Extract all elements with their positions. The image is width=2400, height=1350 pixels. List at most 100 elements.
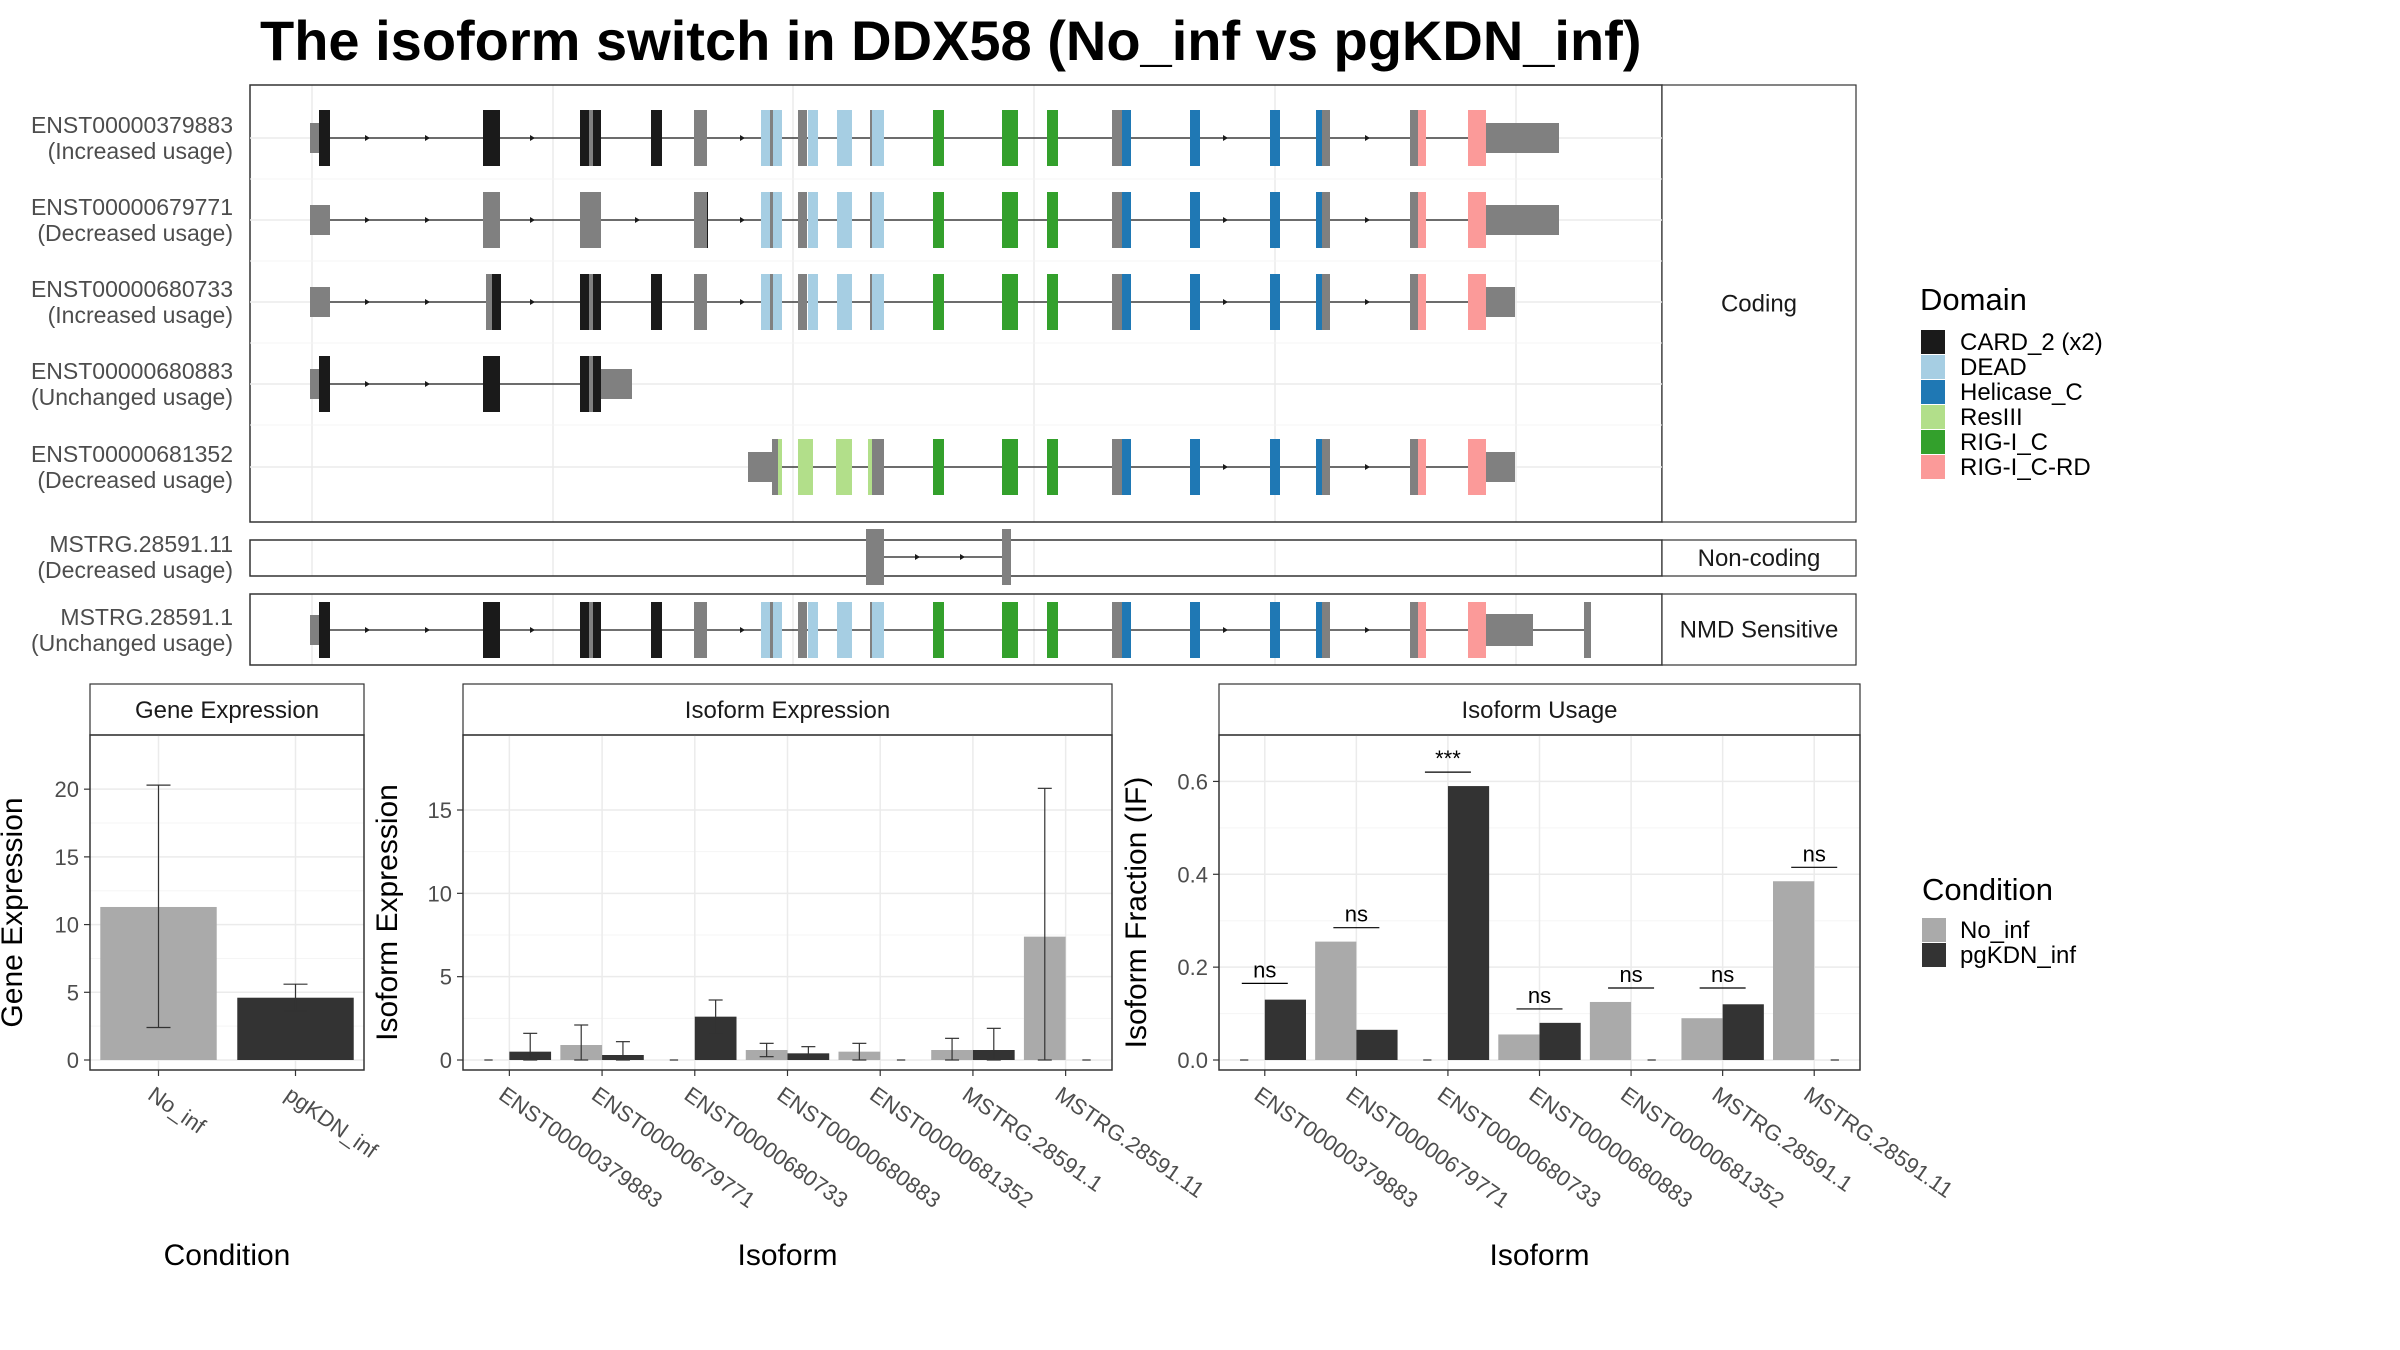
exon-block xyxy=(486,274,492,330)
strand-arrow xyxy=(740,627,745,633)
exon-block xyxy=(933,274,944,330)
y-tick-label: 0.6 xyxy=(1177,769,1208,794)
exon-block xyxy=(589,356,593,412)
exon-block xyxy=(1322,274,1330,330)
exon-block xyxy=(1468,274,1486,330)
exon-block xyxy=(319,602,330,658)
exon-block xyxy=(1322,110,1330,166)
bar xyxy=(1722,1004,1764,1060)
exon-block xyxy=(580,274,589,330)
exon-block xyxy=(651,602,662,658)
exon-block xyxy=(1468,439,1486,495)
exon-block xyxy=(1418,192,1426,248)
exon-block xyxy=(872,274,884,330)
exon-block xyxy=(1270,192,1280,248)
exon-block xyxy=(1047,602,1058,658)
exon-block xyxy=(593,110,601,166)
y-axis-label: Gene Expression xyxy=(0,797,29,1027)
exon-block xyxy=(593,356,601,412)
exon-block xyxy=(808,274,818,330)
exon-block xyxy=(868,439,872,495)
domain-legend-label: ResIII xyxy=(1960,404,2023,431)
exon-block xyxy=(310,615,320,645)
strand-arrow xyxy=(1223,464,1228,470)
isoform-id-label: ENST00000681352 xyxy=(31,441,233,467)
exon-block xyxy=(872,192,884,248)
group-strip xyxy=(1661,84,1857,523)
isoform-usage-label: (Unchanged usage) xyxy=(31,384,233,410)
exon-block xyxy=(310,369,320,399)
exon-block xyxy=(1270,439,1280,495)
exon-block xyxy=(1486,452,1515,482)
x-axis-label: Isoform xyxy=(737,1239,837,1272)
strand-arrow xyxy=(425,217,430,223)
exon-block xyxy=(772,439,778,495)
exon-block xyxy=(1002,529,1011,585)
domain-legend-key xyxy=(1921,355,1945,379)
exon-block xyxy=(1322,192,1330,248)
exon-block xyxy=(870,192,872,248)
group-strip xyxy=(1661,593,1857,666)
condition-legend-title: Condition xyxy=(1922,872,2053,907)
exon-block xyxy=(1486,123,1559,153)
exon-block xyxy=(1002,439,1018,495)
exon-block xyxy=(1190,602,1200,658)
panel-strip-label: Isoform Usage xyxy=(1461,697,1617,724)
exon-block xyxy=(1316,602,1322,658)
transcript-structure-panel: Coding Non-coding NMD Sensitive ENST0000037… xyxy=(31,84,1857,666)
significance-label: ns xyxy=(1803,841,1826,866)
panel-strip xyxy=(1218,683,1861,736)
y-tick-label: 20 xyxy=(55,777,79,802)
y-tick-label: 0.4 xyxy=(1177,862,1208,887)
strand-arrow xyxy=(425,381,430,387)
exon-block xyxy=(1316,439,1322,495)
exon-block xyxy=(808,602,818,658)
exon-block xyxy=(933,439,944,495)
condition-legend-key xyxy=(1922,943,1946,967)
y-tick-label: 0.0 xyxy=(1177,1048,1208,1073)
structure-panel-bg xyxy=(250,85,1662,522)
exon-block xyxy=(593,602,601,658)
y-tick-label: 10 xyxy=(428,881,452,906)
x-tick-label: pgKDN_inf xyxy=(281,1082,383,1164)
exon-block xyxy=(1270,274,1280,330)
exon-block xyxy=(483,356,500,412)
exon-block xyxy=(773,110,782,166)
exon-block xyxy=(694,192,707,248)
domain-legend-label: RIG-I_C-RD xyxy=(1960,454,2091,481)
exon-block xyxy=(580,602,589,658)
strand-arrow xyxy=(530,627,535,633)
x-tick-label: ENST00000679771 xyxy=(587,1082,760,1213)
exon-block xyxy=(1047,274,1058,330)
exon-block xyxy=(1190,274,1200,330)
exon-block xyxy=(694,274,707,330)
domain-legend-label: DEAD xyxy=(1960,354,2027,381)
exon-block xyxy=(1047,110,1058,166)
domain-legend-title: Domain xyxy=(1920,282,2027,317)
exon-block xyxy=(1047,192,1058,248)
panel-border xyxy=(89,734,365,1071)
isoform-usage-label: (Increased usage) xyxy=(48,302,233,328)
bar xyxy=(1589,1001,1632,1060)
exon-block xyxy=(310,287,330,317)
x-tick-label: ENST00000680883 xyxy=(1525,1082,1698,1213)
panel-strip xyxy=(462,683,1113,736)
exon-block xyxy=(933,110,944,166)
y-axis-label: Isoform Expression xyxy=(371,784,404,1041)
exon-block xyxy=(1122,602,1131,658)
isoform-id-label: MSTRG.28591.1 xyxy=(60,604,233,630)
y-tick-label: 5 xyxy=(440,965,452,990)
figure-title: The isoform switch in DDX58 (No_inf vs p… xyxy=(260,9,1641,72)
exon-block xyxy=(773,192,782,248)
exon-block xyxy=(589,110,593,166)
exon-block xyxy=(870,110,872,166)
strand-arrow xyxy=(740,299,745,305)
group-label: NMD Sensitive xyxy=(1680,617,1839,644)
exon-block xyxy=(1002,602,1018,658)
domain-legend-key xyxy=(1921,455,1945,479)
exon-block xyxy=(761,110,770,166)
exon-block xyxy=(1112,110,1122,166)
x-tick-label: ENST00000680883 xyxy=(773,1082,946,1213)
exon-block xyxy=(580,356,589,412)
isoform-usage-label: (Unchanged usage) xyxy=(31,630,233,656)
